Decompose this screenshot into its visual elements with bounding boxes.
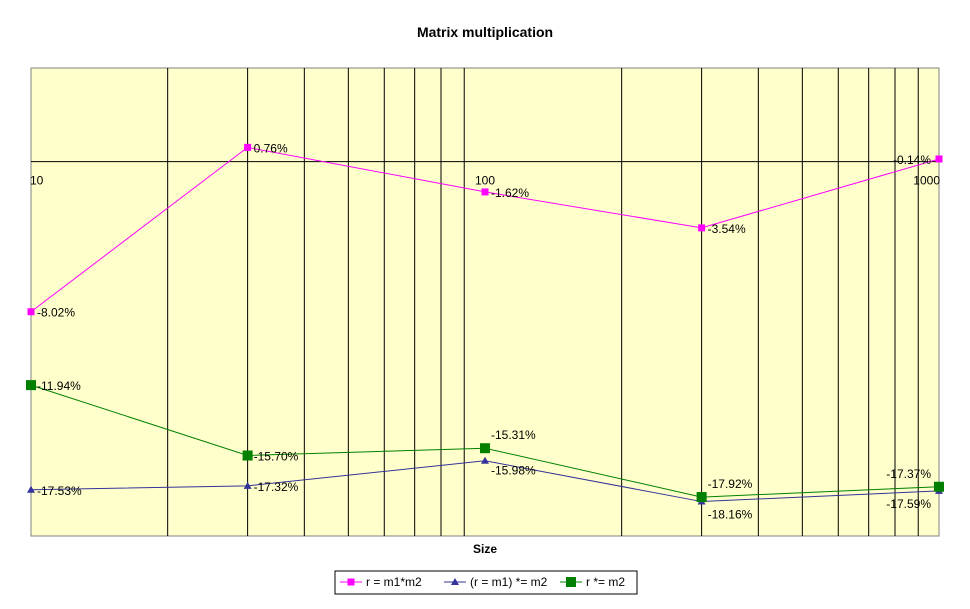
series-r-m1-m2: -8.02% 0.76% -1.62% -3.54% -0.14% <box>27 141 943 320</box>
data-label: -17.59% <box>886 497 931 511</box>
data-point <box>27 308 35 316</box>
data-point <box>26 380 36 391</box>
series--r-m1-m2: -17.53% -17.32% -15.98% -18.16% -17.59% <box>27 456 943 522</box>
data-point <box>244 143 252 151</box>
x-tick-label: 100 <box>475 174 495 188</box>
data-label: -17.37% <box>886 467 931 481</box>
data-point <box>451 578 459 585</box>
data-point <box>696 492 707 503</box>
data-label: -17.92% <box>708 477 753 491</box>
data-point <box>480 443 490 454</box>
legend-item: r *= m2 <box>560 575 625 589</box>
legend: r = m1*m2 (r = m1) *= m2 r *= m2 <box>334 570 638 595</box>
legend-label: (r = m1) *= m2 <box>470 575 548 589</box>
legend-item: (r = m1) *= m2 <box>444 575 548 589</box>
data-label: -0.14% <box>893 153 931 167</box>
data-point <box>27 485 35 493</box>
data-label: -15.98% <box>491 464 536 478</box>
data-label: -8.02% <box>37 306 75 320</box>
legend-label: r *= m2 <box>586 575 625 589</box>
x-axis-label: Size <box>473 542 497 556</box>
data-point <box>242 450 253 461</box>
legend-box <box>334 570 638 595</box>
data-label: -17.32% <box>254 480 299 494</box>
gridlines <box>167 68 919 536</box>
data-label: 0.76% <box>254 141 288 155</box>
data-point <box>698 224 706 232</box>
data-point <box>481 456 489 464</box>
data-point <box>347 578 355 586</box>
data-label: -3.54% <box>708 222 746 236</box>
data-label: -15.70% <box>254 450 299 464</box>
data-point <box>935 155 943 163</box>
data-point <box>566 577 576 587</box>
data-point <box>481 188 489 196</box>
data-label: -18.16% <box>708 508 753 522</box>
data-label: -11.94% <box>37 379 81 393</box>
data-label: -1.62% <box>491 186 529 200</box>
chart-title: Matrix multiplication <box>417 24 553 40</box>
legend-label: r = m1*m2 <box>366 575 422 589</box>
data-point <box>934 481 944 492</box>
x-tick-labels: 10 100 1000 <box>30 174 940 188</box>
legend-item: r = m1*m2 <box>340 575 422 589</box>
series-group: -8.02%0.76%-1.62%-3.54%-0.14%-17.53% -17.… <box>26 141 944 522</box>
x-tick-label: 1000 <box>913 174 940 188</box>
data-label: -17.53% <box>37 484 82 498</box>
x-tick-label: 10 <box>30 174 44 188</box>
data-label: -15.31% <box>491 428 536 442</box>
series-r-m2: -11.94% -15.70% -15.31% -17.92% -17.37% <box>26 379 944 503</box>
data-point <box>243 481 252 489</box>
